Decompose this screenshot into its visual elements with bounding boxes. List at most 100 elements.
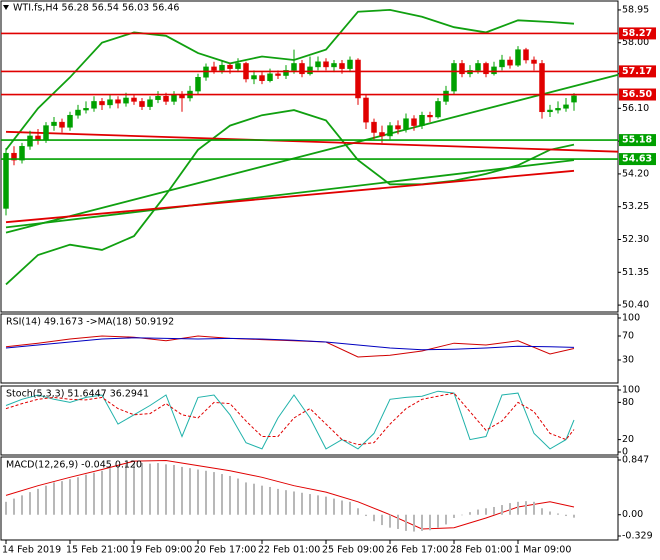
histogram-bar <box>365 514 367 517</box>
indicator-line <box>5 169 575 224</box>
candle-body <box>195 77 201 92</box>
histogram-bar <box>125 464 127 515</box>
candle-body <box>451 63 457 92</box>
histogram-bar <box>221 474 223 515</box>
candle-body <box>43 125 49 140</box>
histogram-bar <box>525 501 527 515</box>
histogram-bar <box>21 495 23 515</box>
x-tick-label: 14 Feb 2019 <box>2 545 61 556</box>
histogram-bar <box>285 490 287 515</box>
panel-title: Stoch(5,3,3) 51.6447 36.2941 <box>6 389 149 400</box>
candle-body <box>315 61 321 68</box>
candle-body <box>235 63 241 69</box>
histogram-bar <box>349 501 351 515</box>
level-label-box <box>619 27 656 40</box>
panel-frame <box>0 456 619 541</box>
candle-body <box>483 63 489 75</box>
y-tick-label: 100 <box>622 385 640 396</box>
histogram-bar <box>205 470 207 515</box>
panel-frame <box>0 313 619 384</box>
histogram-bar <box>181 466 183 515</box>
y-tick-label: 70 <box>622 331 634 342</box>
histogram-bar <box>373 514 375 522</box>
panel-plot <box>3 8 618 286</box>
candle-body <box>19 146 25 161</box>
level-label: 57.17 <box>622 66 652 77</box>
histogram-bar <box>117 466 119 515</box>
x-tick-label: 22 Feb 01:00 <box>258 545 320 556</box>
candle-body <box>459 63 465 75</box>
level-label: 58.27 <box>622 28 652 39</box>
histogram-bar <box>37 488 39 515</box>
candle-body <box>571 95 577 103</box>
candle-body <box>371 121 377 133</box>
histogram-bar <box>453 514 455 518</box>
histogram-bar <box>277 488 279 515</box>
indicator-line <box>5 390 575 450</box>
histogram-bar <box>445 514 447 525</box>
candle-body <box>491 66 497 75</box>
candle-body <box>75 109 81 116</box>
histogram-bar <box>157 463 159 515</box>
histogram-bar <box>509 503 511 515</box>
histogram-bar <box>317 495 319 515</box>
histogram-bar <box>101 470 103 515</box>
panel-title: WTI.fs,H4 56.28 56.54 56.03 56.46 <box>13 3 179 14</box>
candle-body <box>99 101 105 106</box>
indicator-line <box>5 337 575 351</box>
y-tick-label: 80 <box>622 397 634 408</box>
histogram-bar <box>421 514 423 531</box>
candle-body <box>227 64 233 69</box>
y-tick-label: -0.329 <box>622 531 653 542</box>
histogram-bar <box>85 474 87 515</box>
histogram-bar <box>109 468 111 515</box>
y-tick-label: 0.847 <box>622 455 649 466</box>
candle-body <box>67 114 73 128</box>
candle-body <box>507 59 513 66</box>
x-tick-label: 15 Feb 21:00 <box>66 545 128 556</box>
candle-body <box>59 121 65 128</box>
y-tick-label: 30 <box>622 355 634 366</box>
histogram-bar <box>533 501 535 515</box>
candle-body <box>259 75 265 81</box>
candle-body <box>35 135 41 140</box>
candle-body <box>475 63 481 71</box>
histogram-bar <box>173 464 175 515</box>
histogram-bar <box>333 498 335 515</box>
candle-body <box>515 49 521 66</box>
candle-body <box>523 49 529 61</box>
histogram-bar <box>293 491 295 515</box>
x-tick-label: 25 Feb 09:00 <box>322 545 384 556</box>
histogram-bar <box>565 514 567 517</box>
candle-body <box>331 63 337 68</box>
histogram-bar <box>77 477 79 515</box>
candle-body <box>339 63 345 69</box>
candle-body <box>323 61 329 68</box>
panel-title: RSI(14) 49.1673 ->MA(18) 50.9192 <box>6 317 174 328</box>
histogram-bar <box>133 463 135 515</box>
y-tick-label: 58.95 <box>622 4 649 15</box>
candle-body <box>387 125 393 137</box>
candle-body <box>395 125 401 130</box>
histogram-bar <box>5 501 7 515</box>
candle-body <box>363 97 369 123</box>
indicator-line <box>5 392 575 446</box>
histogram-bar <box>461 514 463 516</box>
candle-body <box>427 114 433 118</box>
candle-body <box>91 101 97 109</box>
panel-title: MACD(12,26,9) -0.045 0.120 <box>6 460 142 471</box>
x-tick-label: 19 Feb 09:00 <box>130 545 192 556</box>
histogram-bar <box>413 514 415 532</box>
candle-body <box>147 99 153 107</box>
histogram-bar <box>477 509 479 515</box>
indicator-line <box>5 130 618 153</box>
histogram-bar <box>45 485 47 515</box>
histogram-bar <box>341 500 343 515</box>
candle-body <box>155 95 161 100</box>
indicator-line <box>5 159 575 229</box>
panel-plot <box>5 335 575 358</box>
candle-body <box>499 59 505 68</box>
histogram-bar <box>389 514 391 528</box>
histogram-bar <box>397 514 399 529</box>
